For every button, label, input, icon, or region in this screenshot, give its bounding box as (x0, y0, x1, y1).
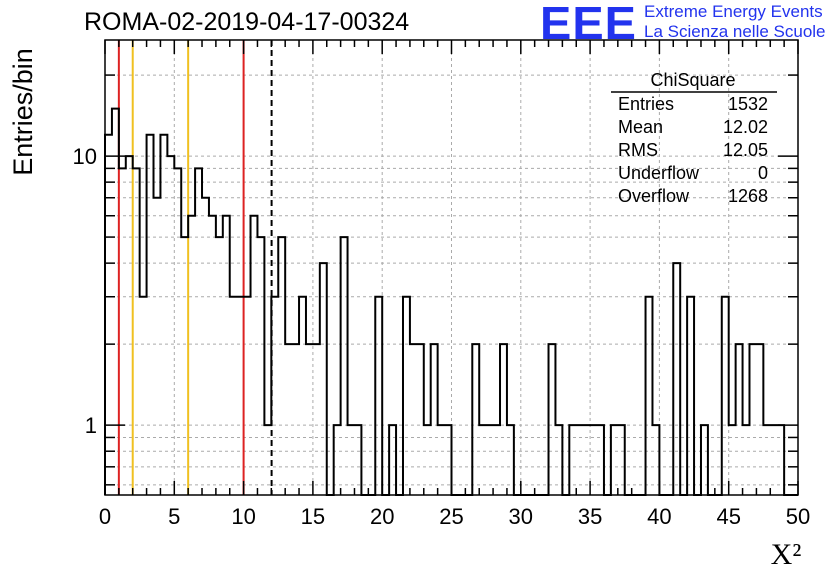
stats-label-rms: RMS (618, 140, 658, 160)
x-tick-label-5: 25 (439, 504, 463, 529)
eee-logo-mark: EEE (540, 0, 637, 49)
stats-value-entries: 1532 (728, 94, 768, 114)
axis-ticks (104, 40, 799, 495)
logo-line-la-scienza: La Scienza nelle Scuole (644, 22, 826, 41)
x-tick-labels: 0 5 10 15 20 25 30 35 40 45 50 (99, 504, 810, 529)
y-tick-label-1: 10 (73, 144, 97, 169)
eee-logo-text: Extreme Energy Events La Scienza nelle S… (644, 2, 825, 42)
y-axis-label: Entries/bin (8, 48, 38, 176)
x-tick-label-8: 40 (647, 504, 671, 529)
x-tick-label-1: 5 (168, 504, 180, 529)
stats-box: ChiSquare Entries 1532 Mean 12.02 RMS 12… (611, 70, 777, 206)
stats-value-overflow: 1268 (728, 186, 768, 206)
x-tick-label-2: 10 (231, 504, 255, 529)
chart-title: ROMA-02-2019-04-17-00324 (84, 8, 410, 36)
x-tick-label-7: 35 (578, 504, 602, 529)
x-tick-label-0: 0 (99, 504, 111, 529)
stats-value-mean: 12.02 (723, 117, 768, 137)
y-tick-label-0: 1 (85, 413, 97, 438)
x-tick-label-4: 20 (370, 504, 394, 529)
reference-lines (117, 40, 273, 495)
x-axis-label: X² (771, 538, 802, 571)
stats-label-mean: Mean (618, 117, 663, 137)
y-tick-labels: 1 10 (73, 144, 97, 438)
eee-logo: EEE Extreme Energy Events La Scienza nel… (540, 0, 825, 49)
x-tick-label-9: 45 (716, 504, 740, 529)
stats-value-rms: 12.05 (723, 140, 768, 160)
x-tick-label-10: 50 (786, 504, 810, 529)
stats-label-entries: Entries (618, 94, 674, 114)
logo-line-extreme-energy-events: Extreme Energy Events (644, 2, 823, 21)
x-tick-label-3: 15 (301, 504, 325, 529)
histogram-series (104, 107, 798, 496)
stats-value-underflow: 0 (758, 163, 768, 183)
stats-label-underflow: Underflow (618, 163, 700, 183)
stats-label-overflow: Overflow (618, 186, 690, 206)
stats-box-name: ChiSquare (650, 70, 735, 90)
x-tick-label-6: 30 (509, 504, 533, 529)
